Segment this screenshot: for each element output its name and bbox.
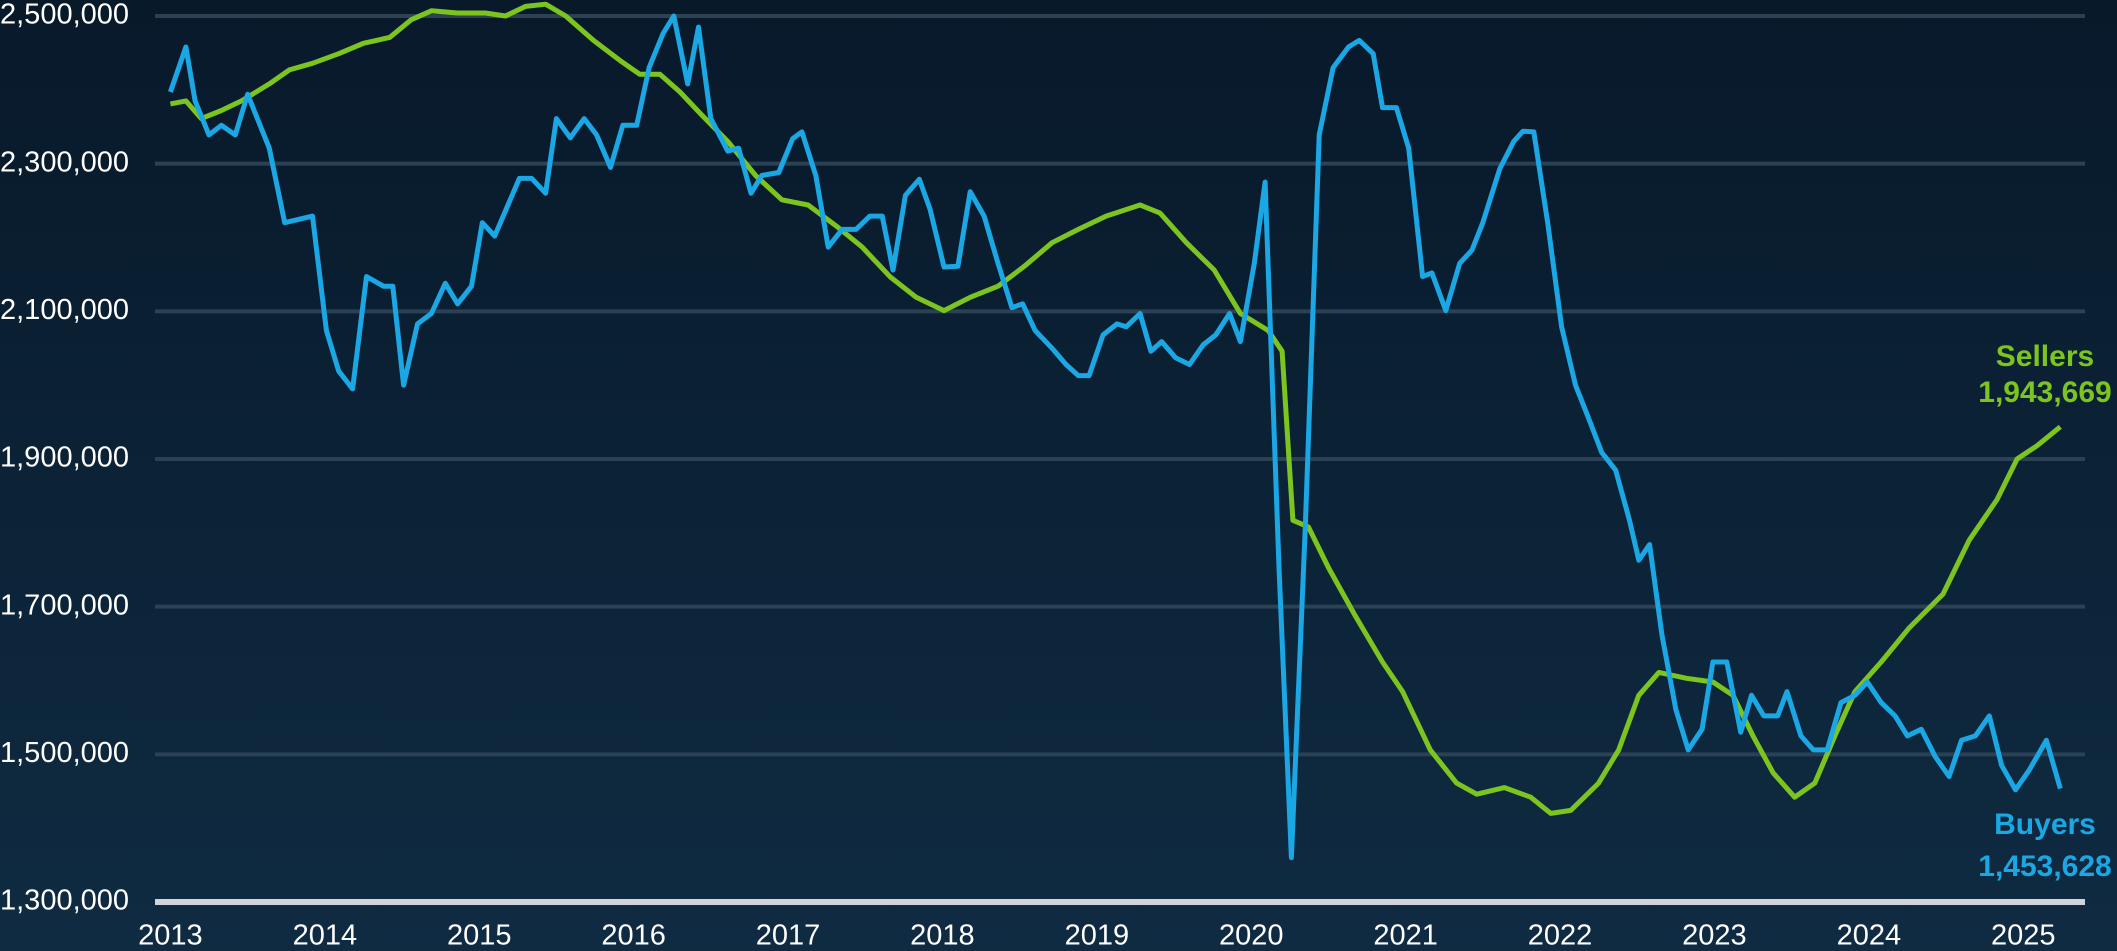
y-tick-label: 1,900,000 bbox=[0, 442, 129, 474]
x-tick-label: 2019 bbox=[1065, 920, 1130, 951]
end-value-label: 1,943,669 bbox=[1978, 376, 2111, 409]
legend-label: Buyers bbox=[1994, 808, 2096, 841]
x-tick-label: 2014 bbox=[293, 920, 358, 951]
x-tick-label: 2024 bbox=[1837, 920, 1902, 951]
x-tick-label: 2018 bbox=[910, 920, 975, 951]
series-line bbox=[169, 1, 2062, 816]
legend-label: Sellers bbox=[1996, 340, 2094, 373]
x-tick-label: 2022 bbox=[1528, 920, 1593, 951]
series-line bbox=[168, 13, 2063, 861]
y-tick-label: 2,300,000 bbox=[0, 146, 129, 178]
y-tick-label: 2,100,000 bbox=[0, 294, 129, 326]
y-tick-label: 1,700,000 bbox=[0, 589, 129, 621]
x-tick-label: 2023 bbox=[1682, 920, 1747, 951]
x-tick-label: 2016 bbox=[601, 920, 666, 951]
x-tick-label: 2013 bbox=[138, 920, 203, 951]
x-tick-label: 2021 bbox=[1373, 920, 1438, 951]
y-tick-label: 1,300,000 bbox=[0, 885, 129, 917]
end-value-label: 1,453,628 bbox=[1978, 850, 2111, 883]
x-tick-label: 2020 bbox=[1219, 920, 1284, 951]
y-tick-label: 1,500,000 bbox=[0, 737, 129, 769]
x-tick-label: 2015 bbox=[447, 920, 512, 951]
x-tick-label: 2017 bbox=[756, 920, 821, 951]
x-tick-label: 2025 bbox=[1991, 920, 2056, 951]
y-tick-label: 2,500,000 bbox=[0, 0, 129, 31]
